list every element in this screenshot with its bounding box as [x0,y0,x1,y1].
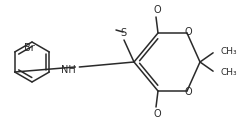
Text: S: S [120,28,126,38]
Text: CH₃: CH₃ [219,68,236,77]
Text: NH: NH [61,65,76,75]
Text: Br: Br [24,43,34,53]
Text: O: O [152,5,160,15]
Text: O: O [184,27,191,37]
Text: CH₃: CH₃ [219,47,236,56]
Text: O: O [152,109,160,119]
Text: O: O [184,87,191,97]
